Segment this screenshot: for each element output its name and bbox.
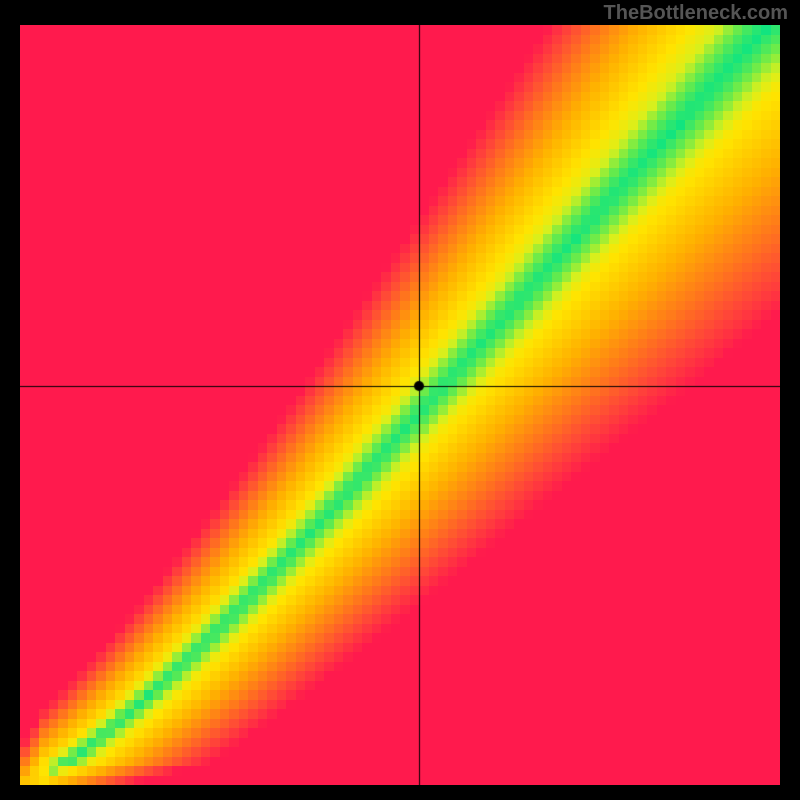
chart-container: TheBottleneck.com: [0, 0, 800, 800]
crosshair-overlay: [20, 25, 780, 785]
watermark-text: TheBottleneck.com: [604, 2, 788, 25]
